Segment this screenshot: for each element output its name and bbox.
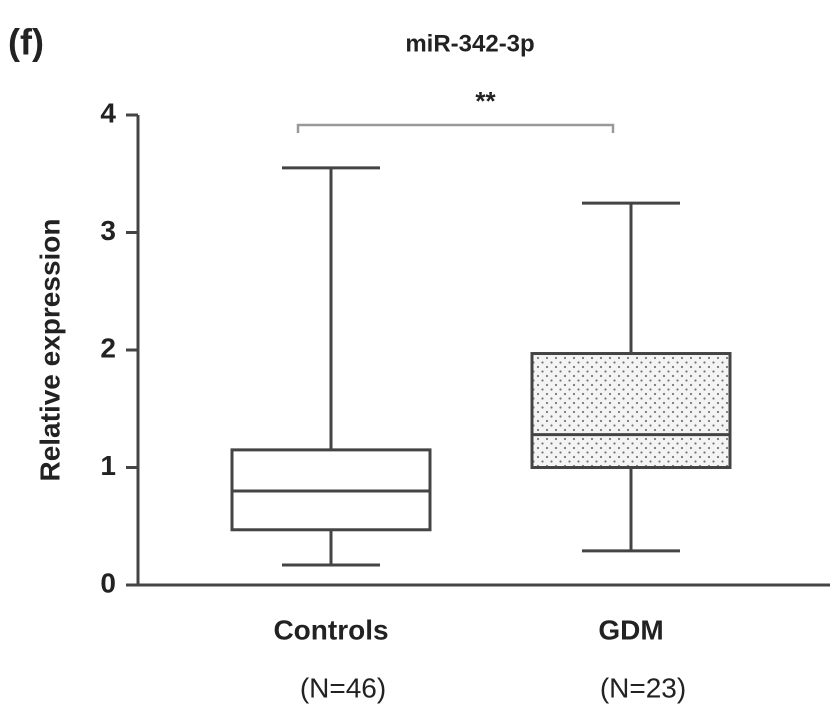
y-tick-label: 3 [100, 215, 116, 246]
group-size: (N=46) [300, 672, 386, 703]
significance-bracket [296, 123, 615, 133]
y-tick-label: 0 [100, 567, 116, 598]
y-tick-label: 1 [100, 450, 116, 481]
y-tick-label: 2 [100, 332, 116, 363]
box [530, 352, 732, 469]
chart-title: miR-342-3p [405, 30, 534, 57]
group-size: (N=23) [600, 672, 686, 703]
y-tick-label: 4 [100, 97, 116, 128]
significance-label: ** [475, 86, 496, 116]
panel-label: (f) [8, 22, 44, 63]
x-tick-label: GDM [598, 614, 663, 645]
y-axis-label: Relative expression [34, 218, 65, 481]
x-tick-label: Controls [273, 614, 388, 645]
